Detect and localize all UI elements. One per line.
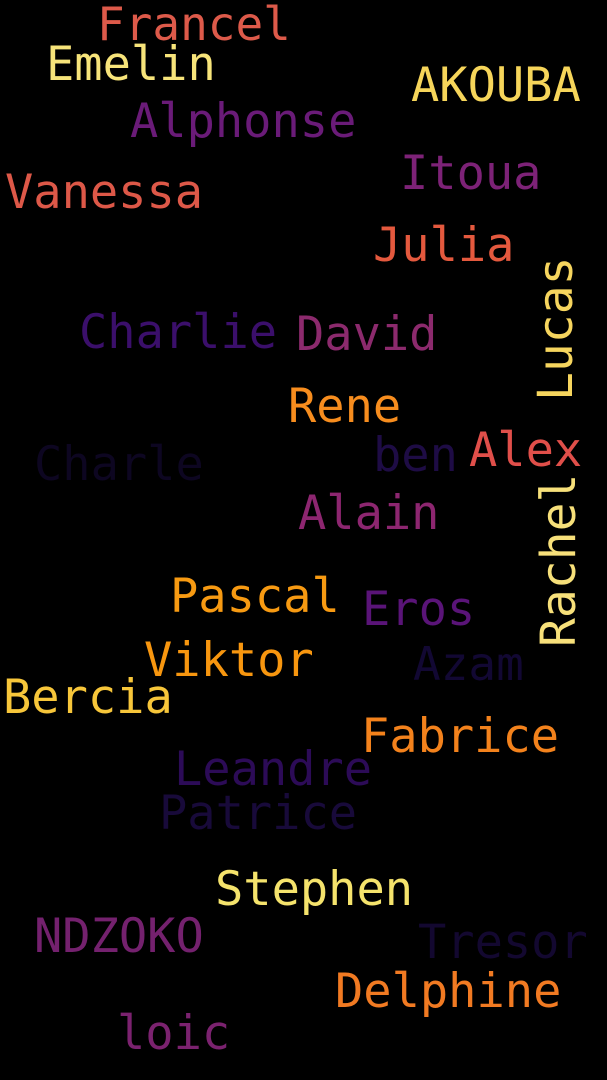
word-viktor: Viktor [144,633,314,688]
word-fabrice: Fabrice [361,709,560,764]
word-charle: Charle [34,437,204,492]
word-ben: ben [373,428,458,483]
word-azam: Azam [413,637,524,691]
word-rachel: Rachel [531,473,587,647]
word-delphine: Delphine [335,964,562,1019]
word-lucas: Lucas [528,256,584,402]
word-pascal: Pascal [170,569,340,624]
word-vanessa: Vanessa [5,165,204,220]
word-julia: Julia [373,218,515,273]
word-loic: loic [117,1006,231,1061]
word-akouba: AKOUBA [411,58,581,113]
word-leandre: Leandre [174,742,373,797]
word-alphonse: Alphonse [130,94,357,149]
word-emelin: Emelin [46,37,216,92]
word-alain: Alain [298,486,440,541]
word-patrice: Patrice [159,786,358,841]
word-bercia: Bercia [3,670,173,725]
word-alex: Alex [469,423,583,478]
word-eros: Eros [362,582,476,637]
word-david: David [296,307,438,362]
word-stephen: Stephen [215,862,414,917]
word-ndzoko: NDZOKO [34,909,204,964]
word-charlie: Charlie [79,305,278,360]
word-francel: Francel [97,0,291,51]
word-tresor: Tresor [418,915,588,970]
word-itoua: Itoua [400,146,542,201]
word-rene: Rene [288,379,402,434]
